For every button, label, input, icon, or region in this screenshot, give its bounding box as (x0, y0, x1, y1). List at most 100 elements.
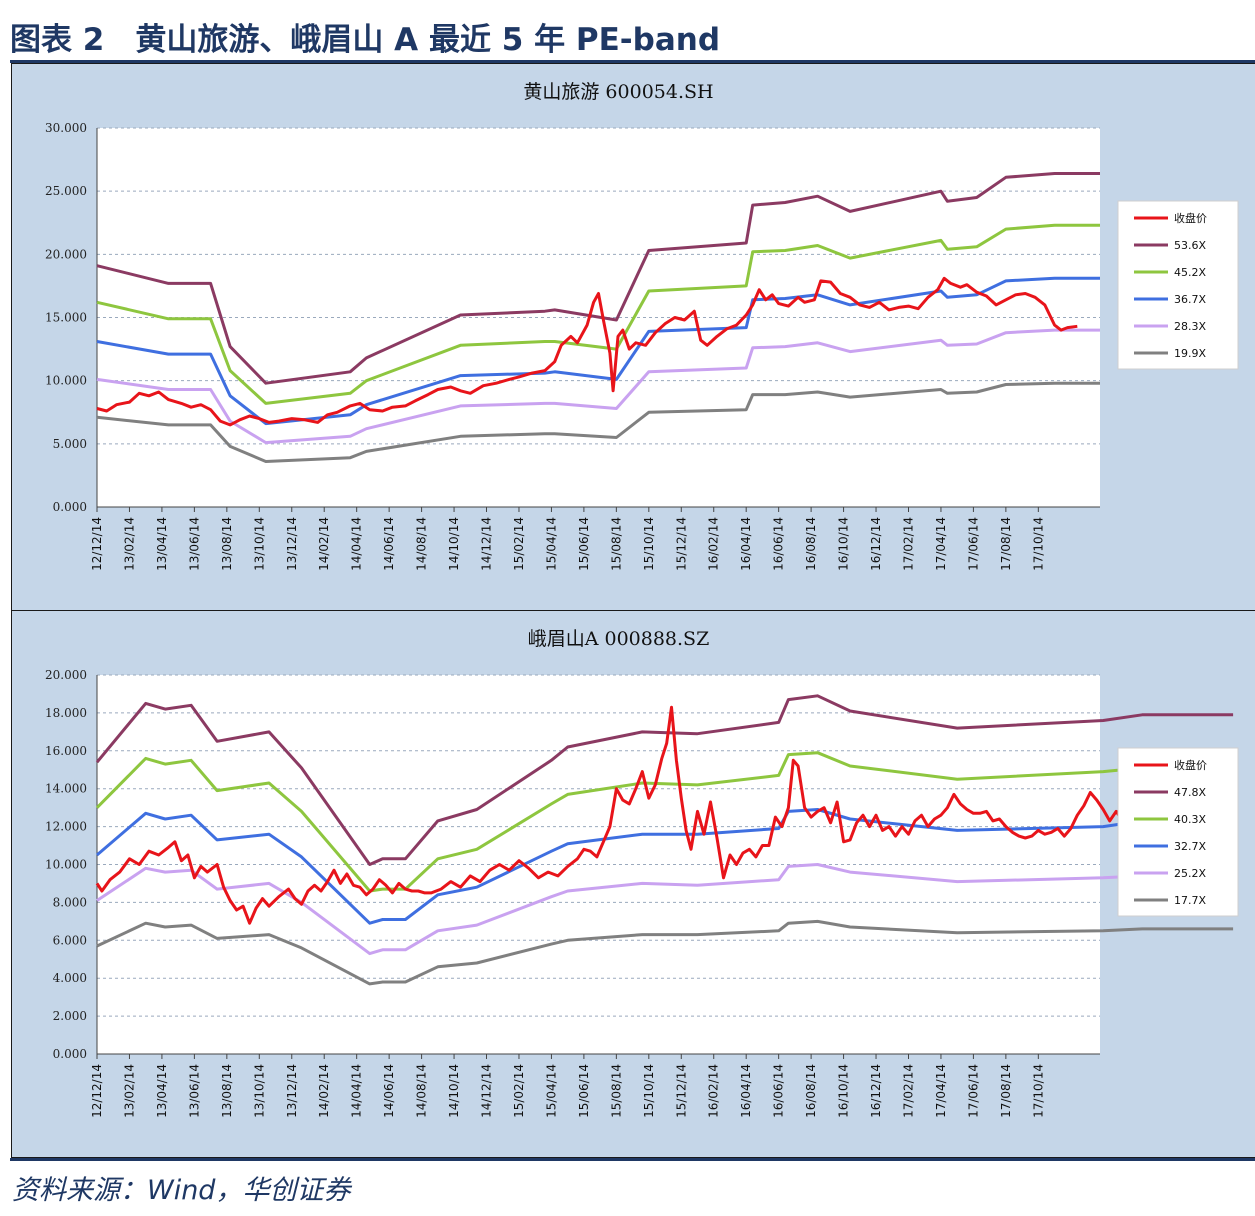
x-tick-label: 15/12/14 (674, 1064, 688, 1118)
x-tick-label: 13/02/14 (122, 1064, 136, 1118)
y-tick-label: 15.000 (45, 311, 87, 325)
x-tick-label: 13/06/14 (187, 517, 201, 571)
x-tick-label: 13/12/14 (285, 517, 299, 571)
x-tick-label: 15/12/14 (674, 517, 688, 571)
x-tick-label: 15/02/14 (512, 1064, 526, 1118)
x-tick-label: 17/10/14 (1031, 1064, 1045, 1118)
legend-label: 45.2X (1174, 266, 1206, 279)
legend-box (1117, 200, 1239, 370)
x-tick-label: 16/02/14 (707, 517, 721, 571)
legend-label: 收盘价 (1174, 758, 1207, 772)
x-tick-label: 16/12/14 (869, 517, 883, 571)
x-tick-label: 12/12/14 (90, 517, 104, 571)
x-tick-label: 17/04/14 (934, 517, 948, 571)
series-line-band5 (96, 919, 1234, 986)
legend-label: 53.6X (1174, 239, 1206, 252)
x-tick-label: 15/06/14 (577, 1064, 591, 1118)
x-tick-label: 17/02/14 (901, 517, 915, 571)
x-tick-label: 17/08/14 (999, 1064, 1013, 1118)
x-tick-label: 13/06/14 (187, 1064, 201, 1118)
y-tick-label: 14.000 (45, 782, 87, 796)
series-line-band1 (96, 172, 1100, 385)
x-tick-label: 14/12/14 (480, 1064, 494, 1118)
source-note: 资料来源：Wind，华创证券 (12, 1175, 351, 1206)
x-tick-label: 13/10/14 (252, 517, 266, 571)
x-tick-label: 16/08/14 (804, 1064, 818, 1118)
x-tick-label: 15/10/14 (642, 517, 656, 571)
top-rule (10, 60, 1255, 63)
bottom-rule (10, 1158, 1255, 1161)
legend-label: 32.7X (1174, 840, 1206, 853)
figure-title: 图表 2 黄山旅游、峨眉山 A 最近 5 年 PE-band (10, 22, 721, 58)
series-line-close (95, 705, 1235, 925)
x-tick-label: 15/04/14 (544, 1064, 558, 1118)
x-tick-label: 14/06/14 (382, 517, 396, 571)
series-line-band4 (96, 863, 1234, 956)
legend-label: 17.7X (1174, 894, 1206, 907)
y-tick-label: 25.000 (45, 184, 87, 198)
x-tick-label: 15/02/14 (512, 517, 526, 571)
chart-panel-huangshan: 黄山旅游 600054.SH 0.000 5.000 10.000 15.000 20.0… (11, 63, 1255, 611)
series-line-band1 (95, 694, 1234, 866)
series-line-band3 (96, 276, 1100, 426)
x-tick-label: 14/04/14 (350, 517, 364, 571)
series-line-band2 (96, 223, 1100, 405)
x-tick-label: 14/10/14 (447, 1064, 461, 1118)
x-tick-label: 16/06/14 (772, 1064, 786, 1118)
x-tick-label: 17/06/14 (966, 517, 980, 571)
x-tick-label: 17/02/14 (901, 1064, 915, 1118)
x-tick-label: 17/06/14 (966, 1064, 980, 1118)
y-tick-label: 20.000 (45, 668, 87, 682)
x-tick-label: 14/12/14 (480, 517, 494, 571)
y-tick-label: 10.000 (45, 374, 87, 388)
x-tick-label: 16/06/14 (772, 517, 786, 571)
y-tick-label: 10.000 (45, 858, 87, 872)
y-tick-label: 8.000 (53, 895, 87, 909)
x-tick-label: 15/10/14 (642, 1064, 656, 1118)
legend-label: 19.9X (1174, 347, 1206, 360)
series-line-close (96, 276, 1078, 427)
x-tick-label: 13/08/14 (220, 1064, 234, 1118)
chart-huangshan: 黄山旅游 600054.SH 0.000 5.000 10.000 15.000 20.0… (45, 81, 1239, 571)
x-tick-label: 15/08/14 (609, 1064, 623, 1118)
series-line-band5 (96, 381, 1100, 463)
x-tick-label: 14/08/14 (415, 517, 429, 571)
y-tick-label: 30.000 (45, 121, 87, 135)
x-tick-label: 13/10/14 (252, 1064, 266, 1118)
y-tick-label: 16.000 (45, 744, 87, 758)
x-tick-label: 16/10/14 (837, 517, 851, 571)
x-tick-label: 16/04/14 (739, 1064, 753, 1118)
series-line-band2 (95, 751, 1234, 893)
x-tick-label: 15/06/14 (577, 517, 591, 571)
y-tick-label: 4.000 (53, 971, 87, 985)
legend-label: 47.8X (1174, 786, 1206, 799)
y-tick-label: 6.000 (53, 933, 87, 947)
x-tick-label: 15/08/14 (609, 517, 623, 571)
x-tick-label: 13/02/14 (122, 517, 136, 571)
y-tick-label: 18.000 (45, 706, 87, 720)
y-tick-label: 20.000 (45, 247, 87, 261)
y-tick-label: 12.000 (45, 820, 87, 834)
x-tick-label: 15/04/14 (544, 517, 558, 571)
x-tick-label: 16/10/14 (837, 1064, 851, 1118)
chart-title: 峨眉山A 000888.SZ (528, 628, 710, 650)
x-tick-label: 14/06/14 (382, 1064, 396, 1118)
x-tick-label: 17/10/14 (1031, 517, 1045, 571)
x-tick-label: 13/12/14 (285, 1064, 299, 1118)
series-line-band4 (96, 328, 1100, 445)
x-tick-label: 13/08/14 (220, 517, 234, 571)
chart-emeishan: 峨眉山A 000888.SZ 0.000 2.000 4.000 6.000 8.000 1… (45, 628, 1239, 1118)
y-tick-label: 0.000 (53, 1047, 87, 1061)
legend-label: 40.3X (1174, 813, 1206, 826)
legend-label: 25.2X (1174, 867, 1206, 880)
x-tick-label: 16/04/14 (739, 517, 753, 571)
legend-label: 收盘价 (1174, 211, 1207, 225)
x-tick-label: 12/12/14 (90, 1064, 104, 1118)
x-tick-label: 14/02/14 (317, 517, 331, 571)
x-tick-label: 13/04/14 (155, 517, 169, 571)
chart-title: 黄山旅游 600054.SH (523, 81, 713, 103)
x-tick-label: 14/08/14 (415, 1064, 429, 1118)
x-tick-label: 14/10/14 (447, 517, 461, 571)
x-tick-label: 17/04/14 (934, 1064, 948, 1118)
legend-label: 36.7X (1174, 293, 1206, 306)
